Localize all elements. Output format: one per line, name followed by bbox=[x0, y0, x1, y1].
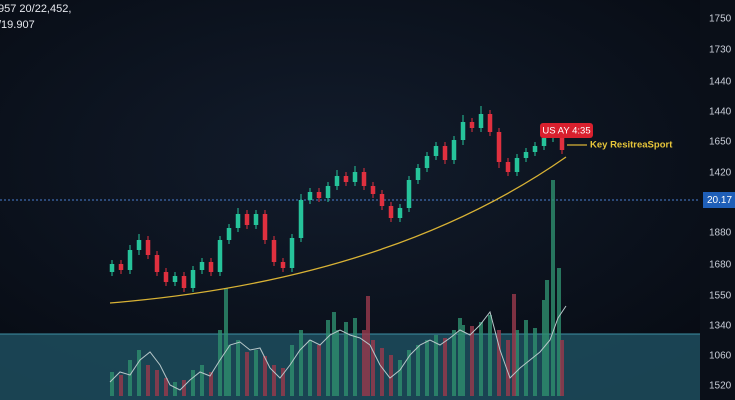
price-axis-label: 1060 bbox=[709, 351, 732, 362]
price-axis-label: 1730 bbox=[709, 45, 732, 56]
indicator-panel bbox=[0, 334, 700, 400]
timer-label: US AY 4:35 bbox=[542, 126, 590, 137]
price-axis-label: 1340 bbox=[709, 321, 732, 332]
oscillator-line bbox=[109, 305, 567, 391]
price-axis-label: 1420 bbox=[709, 168, 732, 179]
price-axis-label: 1880 bbox=[709, 228, 732, 239]
volume-bars-red bbox=[119, 294, 564, 396]
level-label: Key ResitreaSport bbox=[590, 140, 673, 151]
support-curve bbox=[109, 156, 567, 304]
candle-bodies-green bbox=[109, 114, 556, 288]
price-axis-label: 1550 bbox=[709, 291, 732, 302]
candle-bodies-red bbox=[118, 114, 565, 288]
price-axis-label: 1440 bbox=[709, 107, 732, 118]
volume-bars-green bbox=[110, 180, 561, 396]
price-tag-label: 20.17 bbox=[707, 195, 732, 206]
price-tag bbox=[703, 192, 735, 208]
price-axis-label: 1520 bbox=[709, 381, 732, 392]
timer-badge bbox=[540, 123, 593, 138]
price-axis-label: 1750 bbox=[709, 14, 732, 25]
price-axis-label: 1440 bbox=[709, 77, 732, 88]
header-line: 957 20/22,452, bbox=[0, 3, 71, 15]
header-line: /19.907 bbox=[0, 19, 35, 31]
price-axis-label: 1650 bbox=[709, 137, 732, 148]
price-axis-label: 1680 bbox=[709, 260, 732, 271]
